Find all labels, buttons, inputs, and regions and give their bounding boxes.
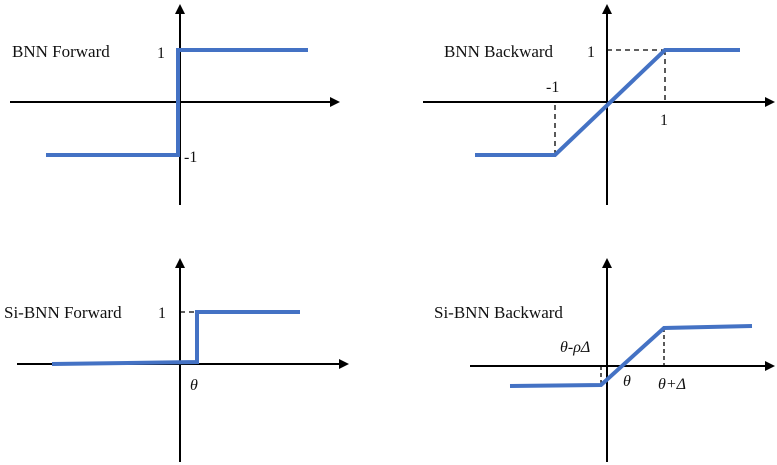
shifted-htanh-curve bbox=[509, 324, 753, 388]
sign-step-curve bbox=[46, 48, 308, 157]
panel-bnn-backward: BNN Backward 1 -1 1 bbox=[423, 4, 775, 205]
tick-label-theta-minus-rho-delta: θ-ρΔ bbox=[560, 339, 590, 356]
panel-title: BNN Backward bbox=[444, 42, 554, 61]
tick-label-y: 1 bbox=[158, 305, 166, 322]
panel-bnn-forward: BNN Forward 1 -1 bbox=[10, 4, 340, 205]
panel-si-bnn-forward: Si-BNN Forward 1 θ bbox=[4, 258, 349, 462]
tick-label-y-pos: 1 bbox=[157, 45, 165, 62]
tick-label-x-neg: -1 bbox=[546, 79, 559, 96]
tick-label-theta: θ bbox=[623, 373, 631, 390]
tick-label-y-pos: 1 bbox=[587, 44, 595, 61]
panel-si-bnn-backward: Si-BNN Backward θ-ρΔ θ θ+Δ bbox=[434, 258, 775, 462]
panel-title: BNN Forward bbox=[12, 42, 110, 61]
tick-label-y-neg: -1 bbox=[184, 149, 197, 166]
panel-title: Si-BNN Forward bbox=[4, 303, 122, 322]
shifted-step-curve bbox=[51, 310, 300, 366]
htanh-curve bbox=[475, 48, 740, 157]
tick-label-theta: θ bbox=[190, 377, 198, 394]
panel-title: Si-BNN Backward bbox=[434, 303, 563, 322]
tick-label-x-pos: 1 bbox=[660, 112, 668, 129]
tick-label-theta-plus-delta: θ+Δ bbox=[658, 376, 686, 393]
